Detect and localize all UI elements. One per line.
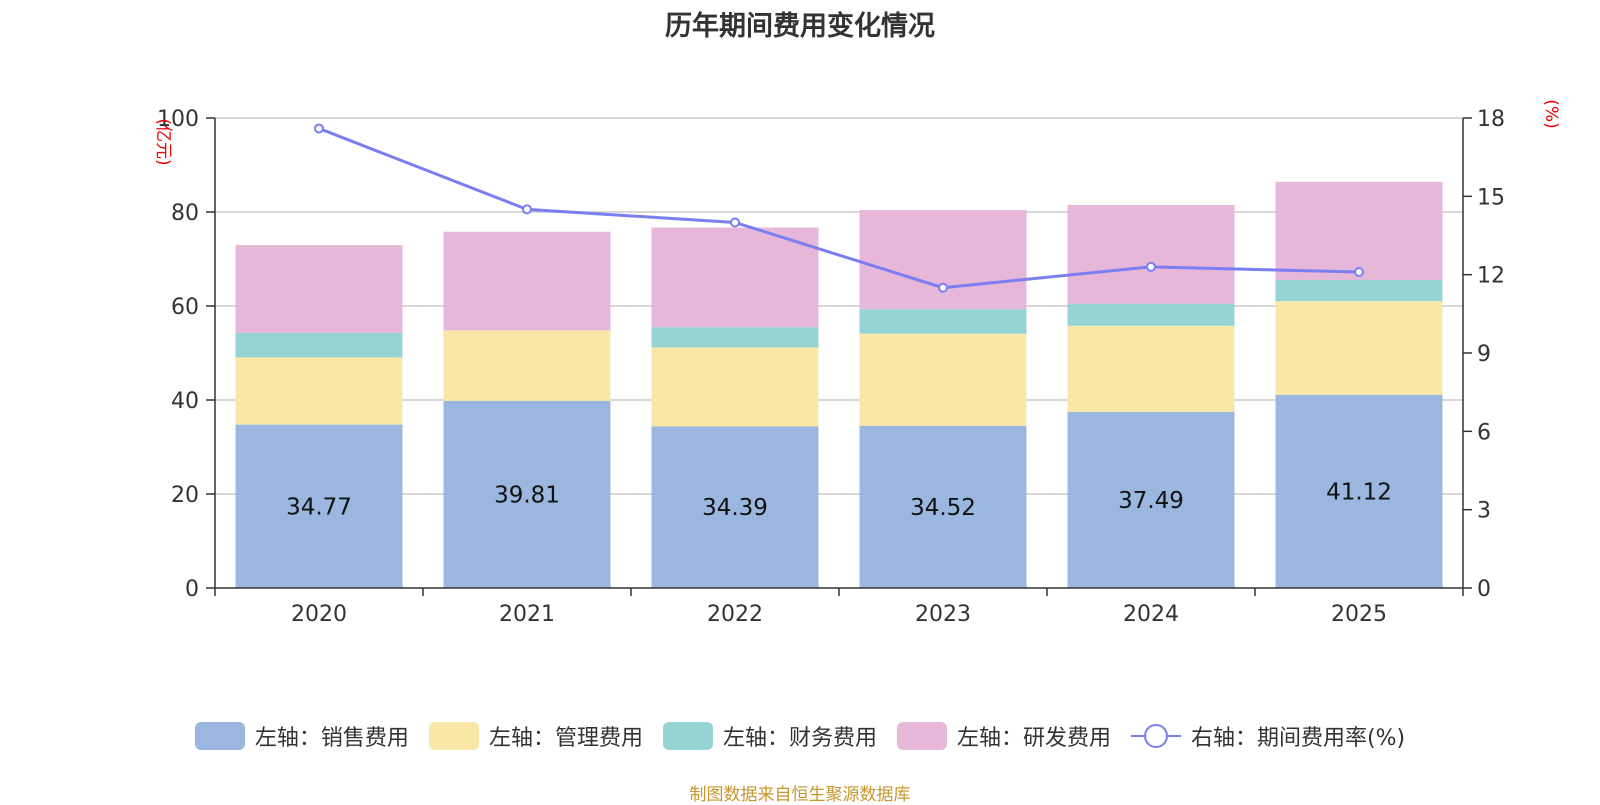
legend-label-expense-ratio: 右轴：期间费用率(%) [1190,726,1406,751]
legend-swatch-rnd [896,722,947,750]
bar-data-label: 39.81 [494,482,560,508]
bar-segment-sales [235,424,403,588]
legend-label-admin: 左轴：管理费用 [488,726,643,751]
x-tick-label: 2020 [291,602,347,627]
y-right-tick-label: 0 [1477,577,1491,602]
legend-swatch-finance [662,722,713,750]
y-right-tick-label: 3 [1477,499,1491,524]
bar-data-label: 41.12 [1326,479,1392,505]
y-left-unit-label: (亿元) [153,118,173,165]
y-left-tick-label: 80 [171,201,199,226]
legend-item-sales[interactable]: 左轴：销售费用 [194,720,409,752]
bar-segment-rnd [235,245,403,333]
bar-segment-finance [651,327,819,348]
legend-label-rnd: 左轴：研发费用 [956,726,1111,751]
bar-segment-admin [235,357,403,425]
legend-line-marker-icon [1130,722,1181,750]
bar-segment-rnd [1067,204,1235,304]
y-left-tick-label: 0 [185,577,199,602]
bar-segment-sales [651,426,819,588]
x-tick-label: 2024 [1123,602,1179,627]
bar-segment-rnd [651,227,819,328]
expense-ratio-point [314,123,324,134]
legend-swatch-sales [194,722,245,750]
y-left-tick-label: 60 [171,295,199,320]
chart-title: 历年期间费用变化情况 [665,11,935,42]
bar-segment-rnd [1275,181,1443,281]
legend-label-sales: 左轴：销售费用 [254,726,409,751]
x-tick-label: 2023 [915,602,971,627]
y-right-tick-label: 12 [1477,264,1505,289]
bar-segment-admin [443,330,611,401]
bar-segment-sales [443,400,611,588]
bar-data-label: 34.52 [910,495,976,521]
bar-segment-rnd [859,210,1027,310]
source-note: 制图数据来自恒生聚源数据库 [689,785,911,805]
expense-ratio-point [1354,267,1364,278]
y-right-unit-label: (%) [1541,99,1561,128]
legend-item-admin[interactable]: 左轴：管理费用 [428,720,643,752]
bar-segment-admin [651,347,819,427]
expense-ratio-point [938,282,948,293]
x-tick-label: 2022 [707,602,763,627]
bar-segment-sales [859,425,1027,588]
bar-data-label: 37.49 [1118,488,1184,514]
bar-segment-rnd [443,231,611,331]
expense-ratio-line [318,127,1360,290]
expense-ratio-point [1146,261,1156,272]
y-left-tick-label: 40 [171,389,199,414]
bar-data-label: 34.39 [702,495,768,521]
y-right-tick-label: 6 [1477,420,1491,445]
bar-segment-admin [1275,301,1443,395]
y-right-tick-label: 15 [1477,185,1505,210]
y-right-tick-label: 9 [1477,342,1491,367]
bar-segment-sales [1067,411,1235,588]
y-left-tick-label: 20 [171,483,199,508]
legend-label-finance: 左轴：财务费用 [722,726,877,751]
y-right-tick-label: 18 [1477,107,1505,132]
bar-segment-admin [1067,325,1235,412]
bar-segment-finance [1275,280,1443,302]
legend-item-rnd[interactable]: 左轴：研发费用 [896,720,1111,752]
y-left-tick-label: 100 [157,107,199,132]
x-tick-label: 2025 [1331,602,1387,627]
expense-ratio-point [522,204,532,215]
x-tick-label: 2021 [499,602,555,627]
legend-item-expense-ratio[interactable]: 右轴：期间费用率(%) [1130,720,1406,752]
legend-item-finance[interactable]: 左轴：财务费用 [662,720,877,752]
legend-swatch-admin [428,722,479,750]
bar-segment-sales [1275,394,1443,588]
bar-segment-finance [859,309,1027,334]
bar-data-label: 34.77 [286,494,352,520]
bar-segment-admin [859,333,1027,426]
legend: 左轴：销售费用 左轴：管理费用 左轴：财务费用 左轴：研发费用 右轴：期间费用率… [0,718,1600,754]
bar-segment-finance [235,332,403,358]
bar-segment-finance [1067,303,1235,326]
expense-ratio-point [730,217,740,228]
